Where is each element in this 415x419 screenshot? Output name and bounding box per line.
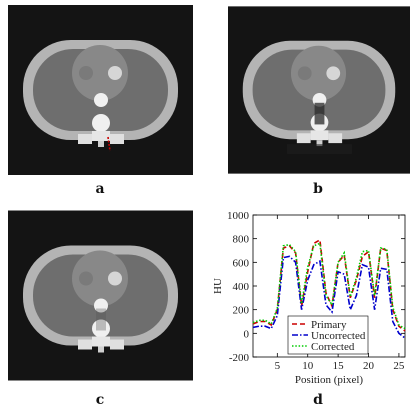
ct-image-corrected [8, 210, 193, 381]
x-tick-label: 15 [333, 360, 345, 372]
y-tick-label: 800 [233, 234, 250, 246]
profile-line-marker [107, 136, 111, 152]
panel-label-c: c [95, 392, 105, 408]
y-tick-label: 200 [233, 305, 250, 317]
ct-panel-b [228, 5, 410, 175]
x-axis-label: Position (pixel) [295, 374, 363, 386]
x-tick-label: 5 [275, 360, 281, 372]
ct-panel-a [8, 5, 193, 175]
x-tick-label: 25 [393, 360, 405, 372]
x-tick-label: 10 [302, 360, 314, 372]
legend-label: Uncorrected [311, 330, 366, 342]
panel-label-b: b [313, 181, 323, 197]
legend-label: Primary [311, 319, 347, 331]
panel-label-d: d [313, 392, 323, 408]
y-tick-label: 400 [233, 281, 250, 293]
x-tick-label: 20 [363, 360, 375, 372]
legend-label: Corrected [311, 341, 355, 353]
hu-profile-chart: -200 0 200 400 600 800 1000 5 10 15 20 25 Position (… [205, 205, 415, 415]
ct-panel-c [8, 208, 193, 383]
panel-label-a: a [95, 181, 105, 197]
y-tick-label: 0 [244, 328, 250, 340]
ct-image-uncorrected [228, 6, 410, 174]
y-tick-label: 1000 [227, 210, 250, 222]
y-axis-label: HU [212, 278, 224, 294]
series-uncorrected-line [252, 255, 406, 339]
chart-svg: -200 0 200 400 600 800 1000 5 10 15 20 25 Position (… [212, 210, 406, 386]
y-tick-label: 600 [233, 257, 250, 269]
y-tick-label: -200 [229, 352, 250, 364]
ct-image-primary [8, 5, 193, 175]
series-corrected-line [252, 242, 406, 330]
